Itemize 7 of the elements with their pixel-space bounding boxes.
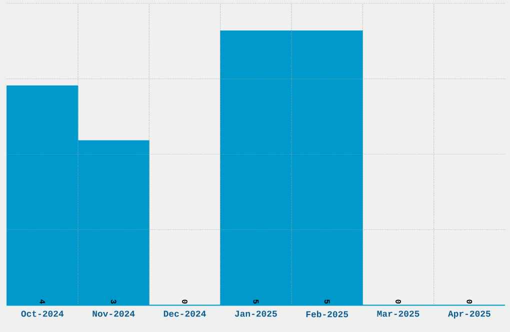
x-tick-label: Nov-2024 [92, 310, 135, 317]
x-tick-label: Oct-2024 [21, 310, 64, 317]
x-tick-label: Mar-2025 [377, 310, 420, 317]
x-tick-label: Apr-2025 [448, 310, 490, 318]
x-tick-label: Feb-2025 [306, 310, 348, 318]
x-tick-label: Jan-2025 [234, 310, 277, 317]
x-tick-label: Dec-2024 [164, 310, 206, 317]
